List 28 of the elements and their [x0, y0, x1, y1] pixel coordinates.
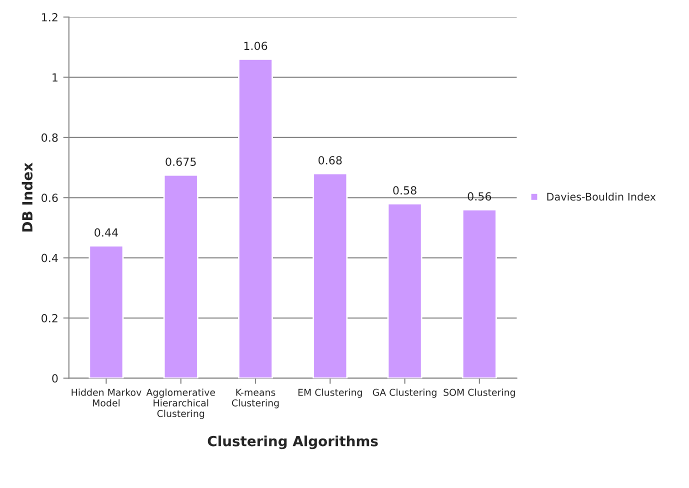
y-tick-label: 0	[52, 374, 58, 383]
y-tick-label: 0.6	[42, 194, 58, 202]
y-tick-label: 0.2	[42, 314, 58, 322]
data-label: 0.56	[468, 192, 492, 201]
legend-label: Davies-Bouldin Index	[547, 192, 656, 201]
y-axis-title: DB Index	[22, 162, 33, 232]
bar	[462, 208, 497, 378]
x-tick-label: GA Clustering	[372, 388, 436, 398]
data-label: 1.06	[244, 42, 268, 50]
y-tick-label: 0.8	[42, 133, 58, 142]
x-tick-label: K-means Clustering	[232, 388, 279, 408]
x-tick-label: Hidden Markov Model	[72, 388, 142, 407]
y-tick-label: 1.2	[42, 13, 58, 22]
x-tick-label: SOM Clustering	[444, 388, 515, 398]
x-axis-title: Clustering Algorithms	[208, 436, 378, 450]
bar	[387, 202, 422, 378]
y-tick-label: 0.4	[42, 254, 58, 262]
data-label: 0.58	[393, 186, 416, 195]
bar	[312, 172, 348, 378]
x-tick-label: Agglomerative Hierarchical Clustering	[146, 388, 215, 419]
bar	[88, 245, 124, 378]
data-label: 0.675	[166, 158, 196, 166]
x-tick-label: EM Clustering	[298, 388, 362, 398]
bar	[163, 174, 198, 378]
y-tick-label: 1	[52, 73, 58, 82]
data-label: 0.68	[318, 156, 342, 164]
bar	[238, 58, 273, 378]
data-label: 0.44	[94, 228, 118, 237]
